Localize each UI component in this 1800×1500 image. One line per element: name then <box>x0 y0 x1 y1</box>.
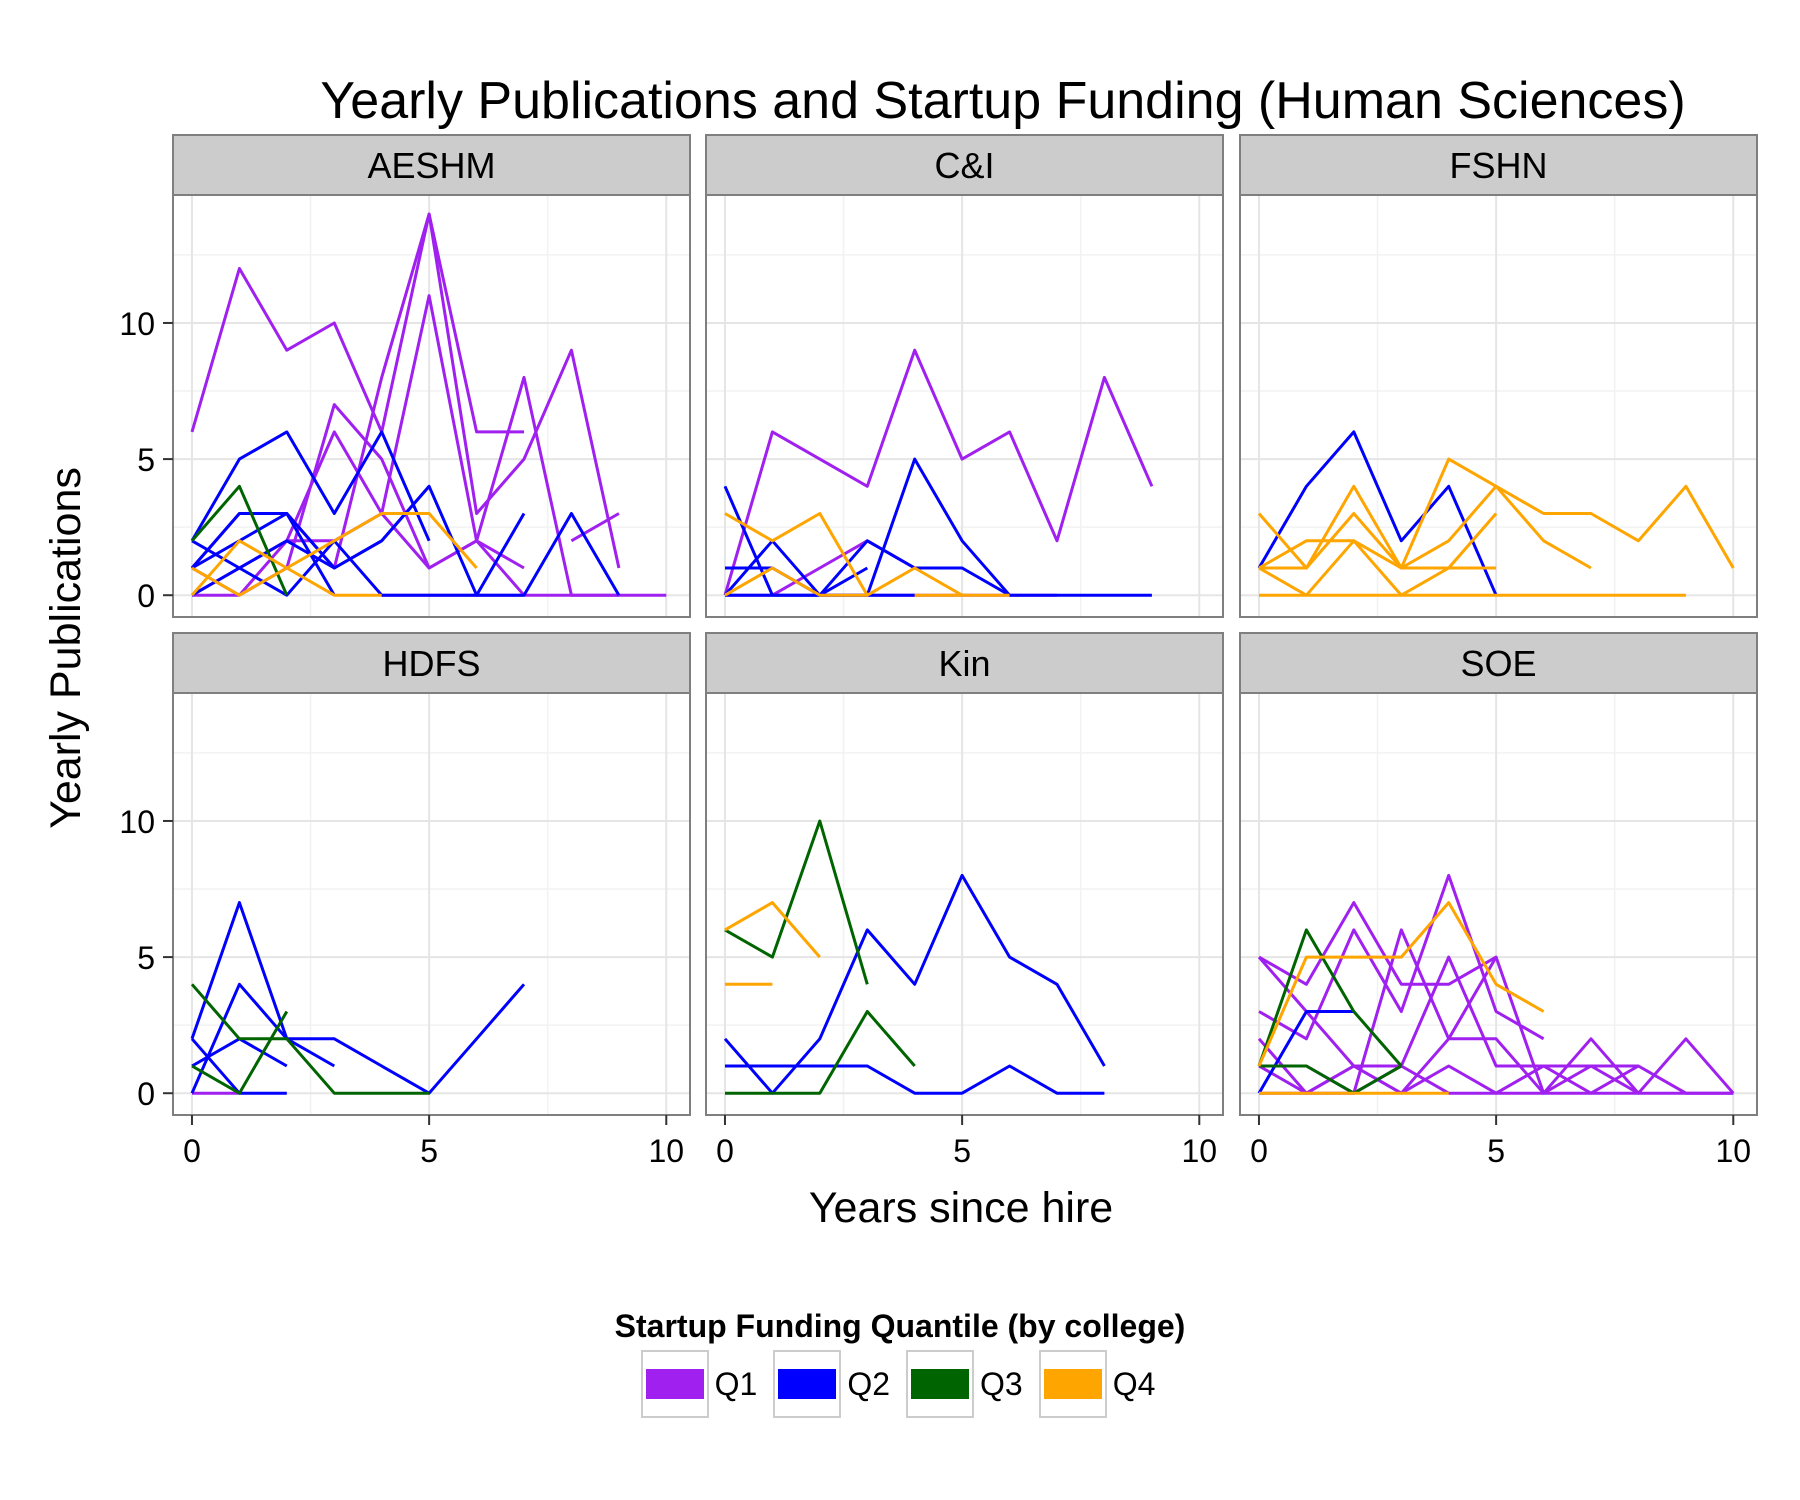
facet-strip <box>172 134 691 196</box>
series-line-q1 <box>190 212 524 434</box>
facet-panel: HDFS 0 5 10 0 5 10 <box>119 632 691 1169</box>
series-line-q3 <box>191 1010 289 1095</box>
y-axis-title: Yearly Publications <box>42 467 90 829</box>
x-tick-label: 0 <box>183 1133 201 1169</box>
y-tick-label: 5 <box>137 940 155 976</box>
legend-key <box>773 1350 842 1418</box>
facet-panel: SOE 0 5 10 <box>1239 632 1758 1169</box>
series-line-q3 <box>724 819 869 985</box>
series-line-q4 <box>190 539 382 597</box>
x-tick-label: 5 <box>953 1133 971 1169</box>
facet-panel: FSHN <box>1239 134 1758 618</box>
facet-panel: C&I <box>705 134 1224 618</box>
series-line-q4 <box>724 512 963 597</box>
series-line-q4 <box>724 901 821 959</box>
legend-label: Q3 <box>980 1365 1023 1402</box>
panel-border <box>172 194 691 618</box>
series-line-q2 <box>190 901 526 1095</box>
panel-background <box>706 693 1223 1115</box>
legend-key <box>1038 1350 1107 1418</box>
series-line-q2 <box>190 982 336 1094</box>
facet-panel: AESHM 0 5 10 <box>119 134 691 618</box>
legend-label: Q4 <box>1112 1365 1156 1402</box>
series-line-q3 <box>190 983 430 1095</box>
facet-strip-label: Kin <box>938 643 990 684</box>
series-line-q2 <box>723 539 869 597</box>
y-tick-label: 5 <box>137 442 155 478</box>
facet-strip <box>1239 134 1758 196</box>
series-line-q2 <box>725 1064 1105 1095</box>
y-tick-label: 0 <box>137 578 155 614</box>
legend-title: Startup Funding Quantile (by college) <box>614 1308 1186 1344</box>
panel-border <box>705 692 1224 1116</box>
series-line-q2 <box>1257 430 1498 596</box>
panel-border <box>1239 194 1758 618</box>
panel-background <box>173 693 690 1115</box>
facet-strip-label: AESHM <box>367 145 495 186</box>
legend-item-q2: Q2 <box>773 1350 894 1418</box>
series-line-q1 <box>723 348 1154 596</box>
series-line-q1 <box>1258 1064 1640 1095</box>
series-line-q3 <box>1257 928 1403 1067</box>
x-axis-title: Years since hire <box>809 1184 1113 1232</box>
series-line-q4 <box>1258 512 1498 570</box>
series-line-q3 <box>1259 1064 1403 1095</box>
legend: Q1 Q2 Q3 Q4 <box>0 1350 1800 1418</box>
series-line-q4 <box>191 512 478 597</box>
facet-strip <box>705 632 1224 694</box>
legend-label: Q1 <box>714 1365 758 1402</box>
legend-item-q1: Q1 <box>640 1350 762 1418</box>
chart-title: Yearly Publications and Startup Funding … <box>320 72 1685 130</box>
panel-border <box>705 194 1224 618</box>
panel-border <box>172 692 691 1116</box>
x-tick-label: 10 <box>1715 1133 1751 1169</box>
y-tick-label: 10 <box>119 804 155 840</box>
facet-strip <box>172 632 691 694</box>
legend-key <box>906 1350 974 1418</box>
series-line-q1 <box>1258 873 1545 1041</box>
y-tick-label: 10 <box>119 306 155 342</box>
x-tick-label: 0 <box>716 1133 734 1169</box>
panel-background <box>173 195 690 617</box>
legend-key <box>640 1350 709 1418</box>
series-line-q1 <box>570 512 620 543</box>
facet-strip-label: C&I <box>934 145 994 186</box>
series-line-q4 <box>1258 539 1497 597</box>
panel-background <box>706 195 1223 617</box>
panel-border <box>1239 692 1758 1116</box>
x-tick-label: 5 <box>420 1133 438 1169</box>
legend-item-q4: Q4 <box>1038 1350 1160 1418</box>
facet-panel: Kin 0 5 10 <box>705 632 1224 1169</box>
series-line-q4 <box>1257 901 1545 1067</box>
facet-strip-label: HDFS <box>383 643 481 684</box>
x-tick-label: 5 <box>1487 1133 1505 1169</box>
facet-strip-label: FSHN <box>1450 145 1548 186</box>
series-line-q1 <box>1257 955 1640 1095</box>
series-line-q2 <box>190 430 431 542</box>
legend-item-q3: Q3 <box>906 1350 1027 1418</box>
legend-swatch <box>778 1369 837 1399</box>
series-line-q2 <box>723 873 1106 1095</box>
y-tick-label: 0 <box>137 1076 155 1112</box>
series-line-q4 <box>1257 484 1592 570</box>
legend-label: Q2 <box>847 1365 890 1402</box>
series-line-q4 <box>724 566 868 597</box>
legend-swatch <box>645 1369 704 1399</box>
x-tick-label: 10 <box>1181 1133 1217 1169</box>
x-tick-label: 0 <box>1250 1133 1268 1169</box>
facet-strip-label: SOE <box>1460 643 1536 684</box>
panel-background <box>1240 693 1757 1115</box>
legend-swatch <box>1043 1369 1102 1399</box>
facet-panels: AESHM 0 5 10 C&I FSHN HDFS 0 5 10 0 5 10 Kin 0 5 10 SOE 0 5… <box>119 134 1758 1169</box>
x-tick-label: 10 <box>648 1133 684 1169</box>
legend-swatch <box>911 1369 969 1399</box>
series-line-q3 <box>725 1010 916 1095</box>
